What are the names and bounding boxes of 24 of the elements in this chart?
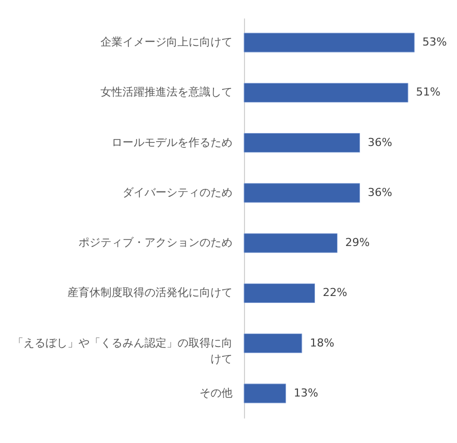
bar	[244, 334, 302, 354]
bar	[244, 233, 338, 253]
bar	[244, 133, 360, 153]
data-label: 53%	[422, 36, 447, 49]
y-tick-label: ポジティブ・アクションのため	[78, 236, 232, 250]
bar	[244, 32, 415, 52]
data-label: 13%	[294, 386, 318, 400]
data-label: 18%	[310, 336, 334, 350]
y-tick-label: ロールモデルを作るため	[112, 136, 232, 149]
data-label: 36%	[368, 186, 392, 199]
data-label: 29%	[345, 236, 370, 250]
bar	[244, 384, 286, 404]
bar	[244, 183, 360, 203]
y-tick-label: ダイバーシティのため	[122, 186, 232, 199]
data-label: 36%	[368, 136, 392, 149]
bar	[244, 283, 315, 303]
y-tick-label: 女性活躍推進法を意識して	[100, 86, 232, 99]
data-label: 51%	[416, 86, 440, 99]
y-tick-label: 企業イメージ向上に向けて	[100, 36, 232, 49]
data-label: 22%	[322, 286, 348, 300]
bar	[244, 82, 408, 102]
y-tick-label: 「えるぼし」や「くるみん認定」の取得に向けて	[12, 336, 232, 366]
y-tick-label: 産育休制度取得の活発化に向けて	[68, 286, 232, 300]
y-tick-label: その他	[200, 386, 232, 400]
